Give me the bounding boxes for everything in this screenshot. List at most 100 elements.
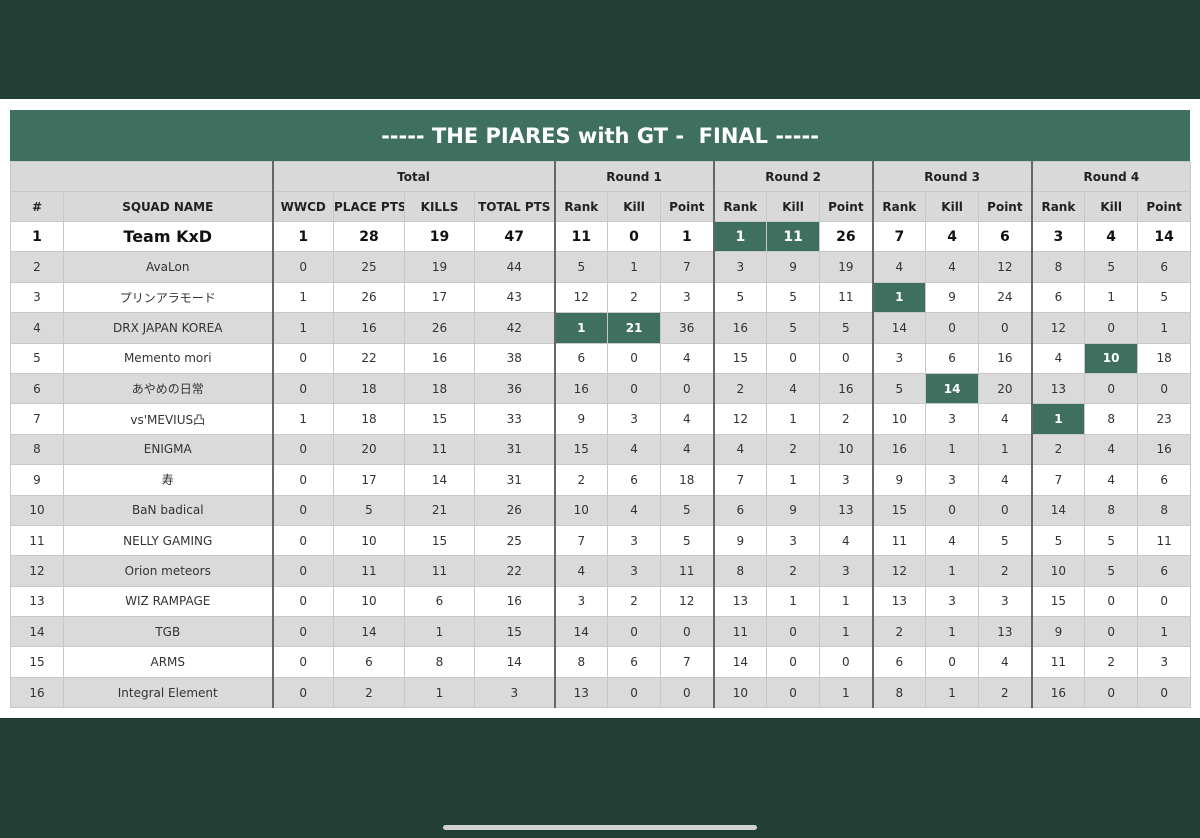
- cell: 1: [404, 616, 475, 648]
- cell: 19: [819, 251, 874, 283]
- cell: 4: [978, 646, 1033, 678]
- cell: 4: [978, 403, 1033, 435]
- cell: 7: [712, 464, 768, 496]
- cell: 1: [819, 585, 874, 618]
- cell: 0: [819, 646, 874, 678]
- cell: 5: [871, 372, 927, 405]
- cell: 11: [1137, 524, 1192, 557]
- cell: 3: [925, 403, 980, 435]
- cell: 0: [271, 676, 334, 709]
- team-row: 15 ARMS 0 6 8 14 8 6 7 14 0 0 6 0 4 11 2 3: [10, 646, 1192, 678]
- cell: 21: [607, 312, 662, 344]
- squad-name: WIZ RAMPAGE: [63, 585, 273, 618]
- squad-name: Integral Element: [63, 676, 273, 709]
- cell: 11: [766, 220, 821, 253]
- cell: 5: [1084, 251, 1139, 283]
- column-header: Point: [819, 191, 874, 222]
- squad-name: NELLY GAMING: [63, 524, 273, 557]
- cell: 9: [712, 524, 768, 557]
- cell: 12: [978, 251, 1033, 283]
- squad-name: あやめの日常: [63, 372, 273, 405]
- cell: 3: [871, 342, 927, 374]
- cell: 0: [607, 342, 662, 374]
- cell: 0: [271, 585, 334, 618]
- cell: 6: [607, 646, 662, 678]
- cell: 14: [925, 372, 980, 405]
- cell: 20: [333, 433, 405, 466]
- cell: 9: [1030, 616, 1086, 648]
- cell: 0: [271, 616, 334, 648]
- cell: 16: [819, 372, 874, 405]
- cell: 7: [660, 646, 715, 678]
- cell: 3: [978, 585, 1033, 618]
- cell: 5: [1084, 524, 1139, 557]
- cell: 15: [404, 403, 475, 435]
- cell: 10: [1030, 555, 1086, 587]
- cell: 6: [1137, 251, 1192, 283]
- cell: 11: [660, 555, 715, 587]
- cell: 3: [607, 555, 662, 587]
- cell: 18: [660, 464, 715, 496]
- cell: 2: [766, 433, 821, 466]
- cell: 14: [10, 616, 64, 648]
- squad-name: Memento mori: [63, 342, 273, 374]
- team-row: 12 Orion meteors 0 11 11 22 4 3 11 8 2 3 12 1 2 10 5 6: [10, 555, 1192, 587]
- cell: 0: [766, 646, 821, 678]
- cell: 4: [553, 555, 609, 587]
- cell: 9: [925, 281, 980, 314]
- cell: 19: [404, 220, 475, 253]
- cell: 43: [473, 281, 556, 314]
- cell: 6: [925, 342, 980, 374]
- cell: 16: [978, 342, 1033, 374]
- cell: 1: [1137, 312, 1192, 344]
- table-header: Total Round 1 Round 2 Round 3 Round 4 # SQUAD …: [10, 161, 1192, 222]
- cell: 25: [473, 524, 556, 557]
- cell: 11: [10, 524, 64, 557]
- cell: 1: [553, 312, 609, 344]
- cell: 12: [660, 585, 715, 618]
- cell: 1: [925, 433, 980, 466]
- cell: 13: [871, 585, 927, 618]
- cell: 1: [404, 676, 475, 709]
- cell: 10: [871, 403, 927, 435]
- cell: 0: [660, 676, 715, 709]
- cell: 12: [871, 555, 927, 587]
- column-header: Rank: [871, 191, 927, 222]
- cell: 8: [1030, 251, 1086, 283]
- squad-name: ENIGMA: [63, 433, 273, 466]
- cell: 4: [925, 220, 980, 253]
- cell: 0: [978, 312, 1033, 344]
- cell: 0: [271, 372, 334, 405]
- team-row: 14 TGB 0 14 1 15 14 0 0 11 0 1 2 1 13 9 0 1: [10, 616, 1192, 648]
- cell: 15: [10, 646, 64, 678]
- cell: 17: [404, 281, 475, 314]
- cell: 26: [819, 220, 874, 253]
- cell: 5: [766, 281, 821, 314]
- cell: 1: [271, 220, 334, 253]
- cell: 14: [712, 646, 768, 678]
- cell: 14: [553, 616, 609, 648]
- cell: 0: [1084, 585, 1139, 618]
- cell: 5: [660, 494, 715, 526]
- cell: 21: [404, 494, 475, 526]
- cell: 2: [607, 281, 662, 314]
- cell: 1: [1030, 403, 1086, 435]
- column-header: Kill: [607, 191, 662, 222]
- squad-name: 寿: [63, 464, 273, 496]
- group-header-row: Total Round 1 Round 2 Round 3 Round 4: [10, 161, 1192, 192]
- cell: 9: [766, 494, 821, 526]
- cell: 0: [925, 312, 980, 344]
- cell: 0: [271, 646, 334, 678]
- cell: 4: [871, 251, 927, 283]
- team-row: 7 vs'MEVIUS凸 1 18 15 33 9 3 4 12 1 2 10 3 4 1 8 23: [10, 403, 1192, 435]
- cell: 8: [10, 433, 64, 466]
- cell: 3: [766, 524, 821, 557]
- cell: 3: [925, 585, 980, 618]
- group-header: Total: [271, 161, 556, 192]
- cell: 0: [271, 524, 334, 557]
- cell: 2: [766, 555, 821, 587]
- cell: 24: [978, 281, 1033, 314]
- cell: 0: [766, 676, 821, 709]
- standings-table: Total Round 1 Round 2 Round 3 Round 4 # SQUAD …: [10, 161, 1192, 709]
- cell: 3: [819, 464, 874, 496]
